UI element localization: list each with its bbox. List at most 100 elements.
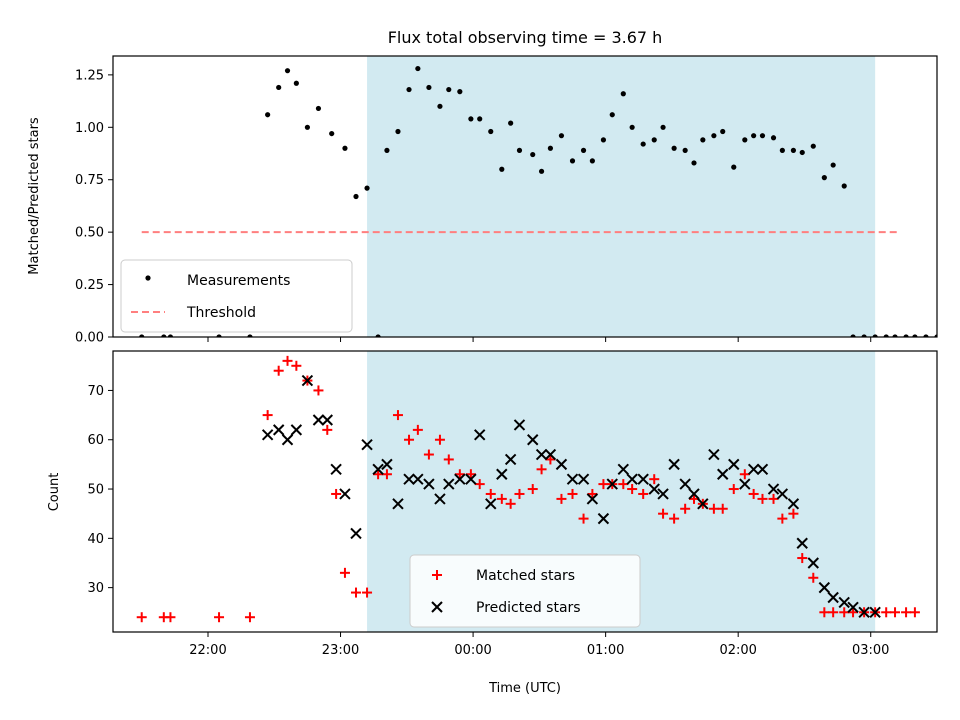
plot-area bbox=[139, 65, 948, 339]
matched-star-point bbox=[331, 488, 342, 499]
matched-star-point bbox=[909, 607, 920, 618]
x-tick-label: 03:00 bbox=[852, 643, 889, 658]
x-axis-label: Time (UTC) bbox=[488, 681, 561, 696]
predicted-star-point bbox=[513, 419, 526, 431]
y-tick-label: 0.50 bbox=[75, 226, 104, 241]
measurement-point bbox=[872, 334, 878, 337]
measurement-point bbox=[265, 112, 271, 118]
matched-star-point bbox=[587, 488, 598, 499]
matched-star-point bbox=[291, 360, 302, 371]
matched-star-point bbox=[669, 513, 680, 524]
predicted-star-point bbox=[544, 448, 557, 461]
predicted-star-point bbox=[454, 473, 466, 485]
measurement-point bbox=[711, 133, 717, 139]
measurement-point bbox=[660, 124, 666, 130]
predicted-star-point bbox=[403, 473, 415, 485]
matched-star-point bbox=[282, 355, 293, 366]
legend-box bbox=[409, 554, 641, 628]
predicted-star-point bbox=[290, 424, 303, 436]
predicted-star-point bbox=[668, 458, 680, 471]
measurement-point bbox=[892, 334, 898, 337]
matched-star-point bbox=[739, 469, 750, 480]
predicted-star-point bbox=[767, 483, 780, 495]
measurement-point bbox=[353, 193, 359, 200]
measurement-point bbox=[247, 334, 253, 337]
predicted-star-point bbox=[827, 591, 839, 604]
matched-star-point bbox=[757, 493, 768, 504]
matched-star-point bbox=[708, 503, 719, 514]
y-tick-label: 50 bbox=[87, 483, 104, 498]
predicted-star-point bbox=[728, 458, 740, 471]
predicted-star-point bbox=[474, 429, 486, 441]
matched-star-point bbox=[373, 469, 384, 480]
measurement-point bbox=[406, 86, 412, 93]
legend-label: Threshold bbox=[186, 305, 256, 321]
predicted-star-point bbox=[597, 512, 610, 525]
measurement-point bbox=[293, 80, 299, 86]
predicted-star-point bbox=[566, 473, 579, 485]
predicted-star-point bbox=[301, 374, 314, 387]
measurement-point bbox=[943, 334, 948, 339]
measurement-point bbox=[600, 137, 607, 143]
measurement-point bbox=[609, 112, 615, 118]
x-tick-label: 00:00 bbox=[454, 643, 491, 658]
matched-star-point bbox=[404, 434, 415, 445]
count-panel: 30 40 50 60 70 22:00 23:00 00:00 01:00 02:00 03:00… bbox=[87, 350, 938, 658]
matched-star-point bbox=[901, 607, 912, 618]
measurement-point bbox=[538, 168, 545, 174]
measurement-point bbox=[751, 133, 757, 139]
matched-star-point bbox=[322, 424, 333, 435]
predicted-star-point bbox=[787, 498, 800, 510]
measurement-point bbox=[589, 158, 595, 164]
measurement-point bbox=[671, 145, 677, 151]
predicted-star-point bbox=[496, 468, 508, 480]
matched-star-point bbox=[527, 484, 538, 495]
measurement-point bbox=[923, 334, 929, 337]
matched-star-point bbox=[627, 484, 638, 495]
observing-interval-shade bbox=[367, 56, 876, 337]
predicted-star-point bbox=[708, 448, 720, 461]
matched-star-point bbox=[214, 612, 225, 623]
measurement-point bbox=[547, 145, 554, 151]
y-tick-label: 0.25 bbox=[75, 278, 104, 293]
predicted-star-point bbox=[361, 438, 373, 451]
matched-star-point bbox=[443, 454, 454, 465]
measurement-point bbox=[216, 334, 222, 337]
matched-star-point bbox=[598, 479, 609, 490]
measurement-point bbox=[499, 166, 505, 172]
predicted-star-point bbox=[606, 478, 618, 490]
matched-star-point bbox=[748, 488, 759, 499]
predicted-star-point bbox=[747, 463, 760, 476]
measurement-point bbox=[691, 160, 697, 166]
matched-star-point bbox=[819, 607, 830, 618]
measurement-point bbox=[508, 120, 514, 126]
predicted-star-point bbox=[776, 488, 789, 500]
measurement-point bbox=[457, 89, 463, 95]
measurement-point bbox=[759, 133, 766, 139]
matched-star-point bbox=[313, 385, 324, 396]
predicted-star-point bbox=[412, 473, 424, 485]
predicted-star-point bbox=[626, 473, 638, 485]
predicted-star-point bbox=[679, 478, 691, 490]
predicted-star-point bbox=[443, 478, 455, 490]
matched-star-point bbox=[362, 587, 373, 598]
matched-star-point bbox=[808, 572, 819, 583]
measurement-point bbox=[569, 158, 576, 164]
predicted-star-point bbox=[717, 468, 729, 480]
top-y-axis-label: Matched/Predicted stars bbox=[27, 117, 42, 275]
legend-label: Measurements bbox=[187, 273, 290, 289]
measurement-point bbox=[861, 334, 867, 337]
predicted-star-point bbox=[485, 498, 497, 510]
legend-marker-x bbox=[431, 601, 443, 613]
y-tick-label: 60 bbox=[87, 433, 104, 448]
y-tick-label: 1.25 bbox=[75, 68, 104, 83]
predicted-star-point bbox=[796, 537, 808, 549]
measurement-point bbox=[779, 147, 785, 153]
measurement-point bbox=[139, 334, 145, 337]
matched-star-point bbox=[890, 607, 901, 618]
measurement-point bbox=[167, 334, 174, 337]
matched-star-point bbox=[454, 469, 465, 480]
measurement-point bbox=[640, 141, 646, 147]
matched-star-point bbox=[658, 508, 669, 519]
predicted-star-point bbox=[372, 463, 384, 476]
